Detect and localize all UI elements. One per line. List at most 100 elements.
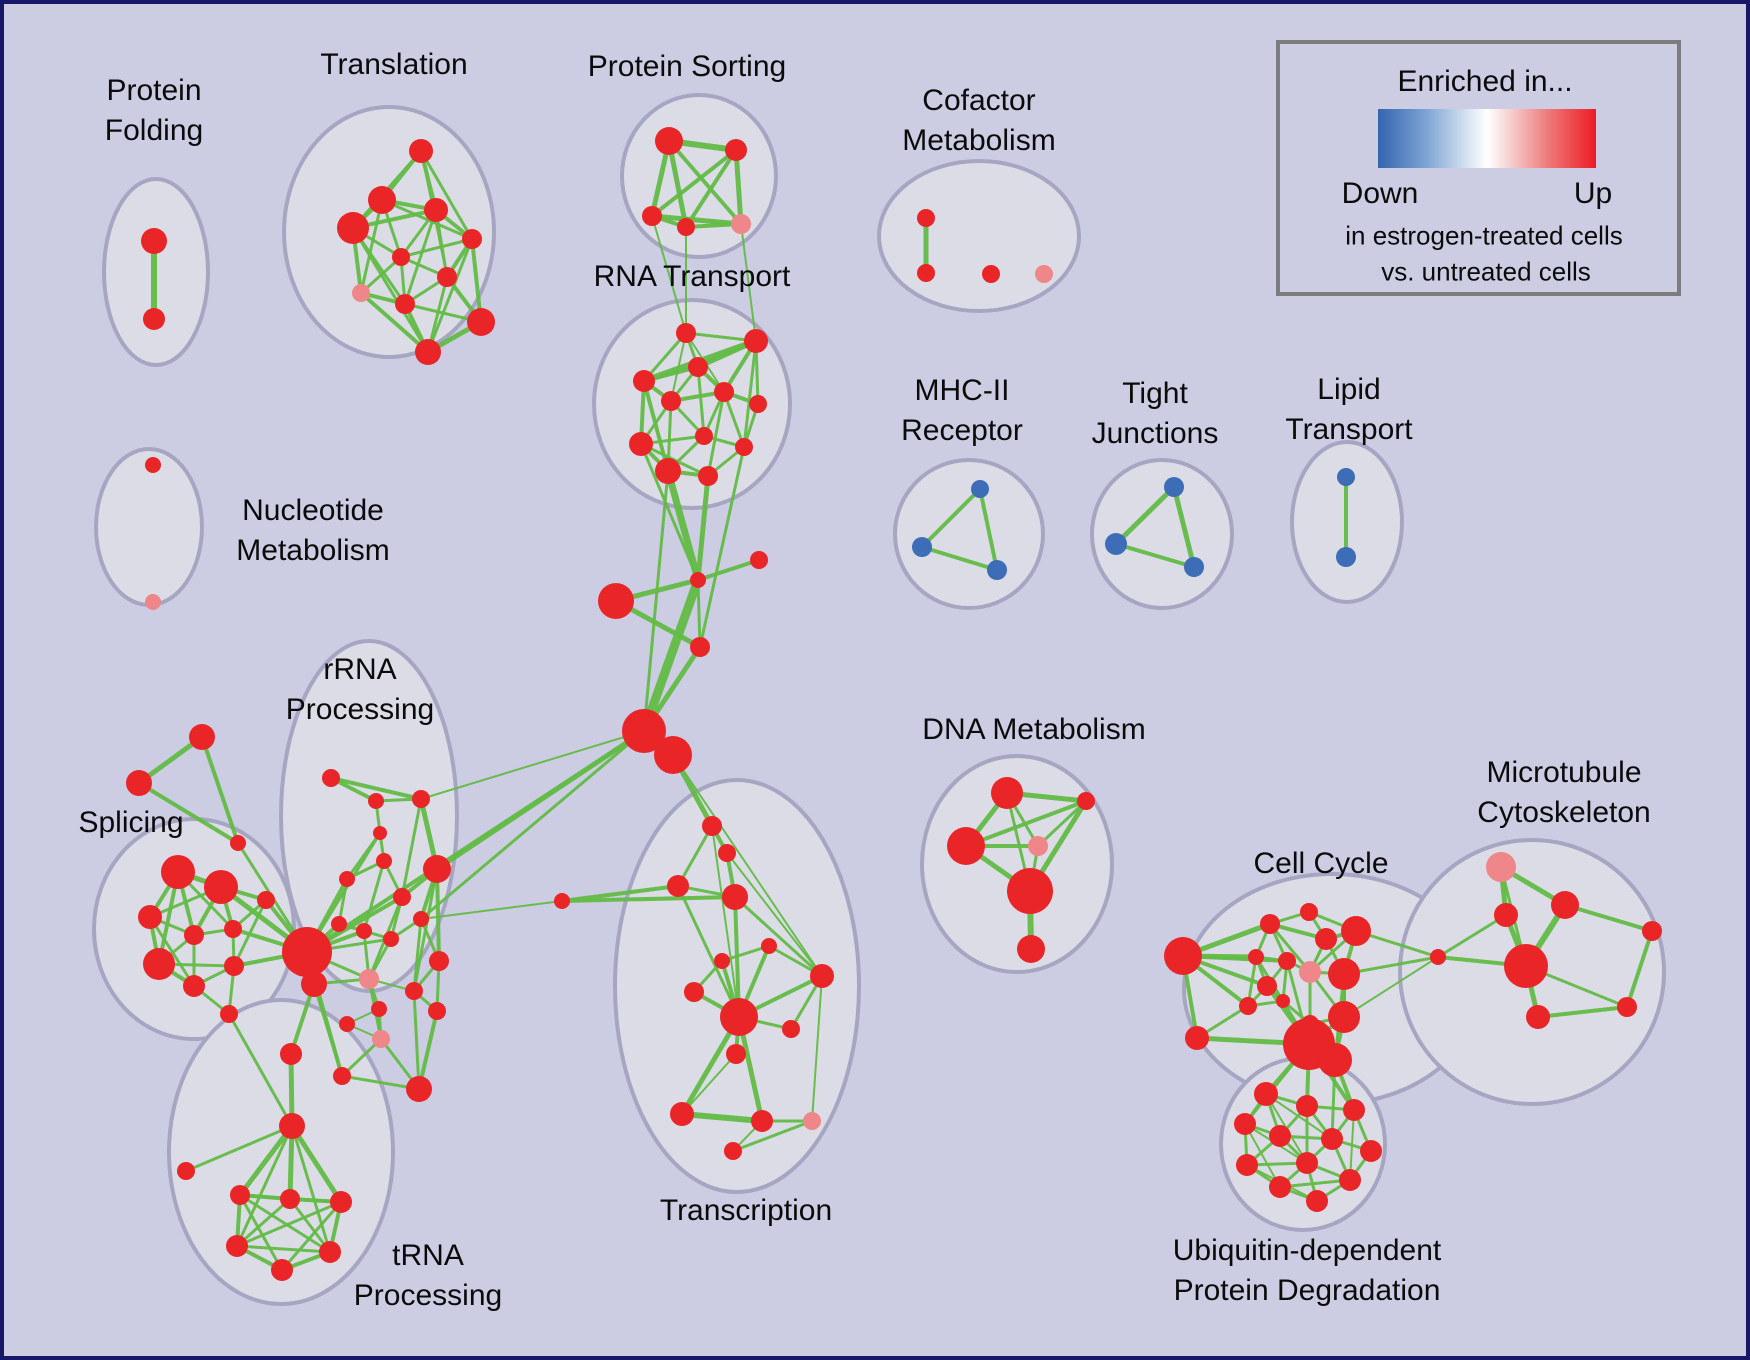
node-rrna-19 (333, 1067, 351, 1085)
legend-title: Enriched in... (1397, 65, 1573, 98)
node-translation-9 (467, 308, 495, 336)
cluster-label-tight: Tight (1122, 377, 1188, 410)
node-translation-8 (395, 294, 415, 314)
edge (1114, 542, 1196, 569)
edge (726, 852, 823, 977)
legend: Enriched in... Down Up in estrogen-treat… (1276, 40, 1681, 296)
edge (136, 734, 205, 786)
legend-up-label: Up (1573, 177, 1613, 210)
node-cell_cycle-4 (1315, 928, 1337, 950)
node-splicing-7 (183, 975, 205, 997)
node-rrna-7 (423, 855, 451, 883)
node-rrna-10 (383, 931, 399, 947)
node-transcription-5 (761, 938, 777, 954)
node-ubiquitin-4 (1269, 1125, 1291, 1147)
node-microtubule-0 (1486, 852, 1516, 882)
node-connectors-1 (750, 551, 768, 569)
node-rrna-11 (413, 911, 429, 927)
node-trna-5 (226, 1235, 248, 1257)
node-translation-0 (409, 139, 433, 163)
edge (664, 467, 702, 584)
node-ubiquitin-10 (1339, 1169, 1361, 1191)
node-splicing-1 (204, 870, 238, 904)
node-splicing-4 (224, 920, 242, 938)
edge (1349, 1109, 1355, 1181)
node-splicing-2 (138, 905, 162, 929)
node-rna_transport-11 (698, 466, 718, 486)
node-dna-4 (1007, 868, 1053, 914)
node-lipid-0 (1337, 468, 1355, 486)
node-dna-3 (1028, 836, 1048, 856)
legend-gradient-bar (1378, 109, 1596, 168)
node-rrna-13 (359, 969, 379, 989)
node-cofactor-0 (917, 209, 935, 227)
node-rrna-9 (356, 923, 372, 939)
edge (698, 445, 746, 649)
node-connectors-2 (598, 583, 634, 619)
node-mhc-1 (912, 537, 932, 557)
cluster-label-nucleotide: Nucleotide (242, 494, 384, 527)
edge (731, 1119, 814, 1153)
edge (1625, 929, 1654, 1009)
edge (419, 729, 646, 921)
cluster-label-rna_transport: RNA Transport (594, 260, 791, 293)
node-cell_cycle-7 (1278, 952, 1296, 970)
node-protein_sorting-3 (677, 218, 695, 236)
node-connectors-7 (280, 1043, 302, 1065)
node-dna-2 (947, 827, 985, 865)
edge (1436, 913, 1508, 959)
edge (435, 867, 441, 963)
node-cell_cycle-0 (1164, 937, 1202, 975)
node-rna_transport-3 (633, 370, 655, 392)
edge (340, 1074, 421, 1091)
node-trna-7 (271, 1259, 293, 1281)
node-rrna-0 (322, 769, 340, 787)
edge (237, 1123, 295, 1198)
edge (148, 915, 196, 988)
node-translation-6 (437, 267, 457, 287)
edge (666, 138, 689, 230)
enrichment-map: Protein Folding Nucleotide Metabolism Transl… (78, 48, 1666, 1312)
node-splicing-0 (161, 855, 195, 889)
edge (1343, 956, 1439, 1018)
node-ubiquitin-0 (1254, 1082, 1278, 1106)
cluster-ellipse-mhc (893, 458, 1045, 610)
node-transcription-11 (670, 1102, 694, 1126)
node-splicing_triangle-1 (126, 770, 152, 796)
node-ubiquitin-7 (1236, 1154, 1258, 1176)
edge (137, 781, 240, 845)
cluster-ellipse-cofactor (877, 159, 1081, 313)
node-rna_transport-8 (629, 432, 653, 456)
cluster-label-microtubule: Microtubule (1486, 756, 1641, 789)
edge (1563, 903, 1654, 933)
edge (695, 473, 711, 583)
edge (200, 735, 240, 845)
node-rna_transport-0 (676, 323, 696, 343)
legend-caption-line2: vs. untreated cells (1381, 256, 1591, 287)
edge (400, 797, 423, 899)
cluster-label-mhc: Receptor (901, 414, 1023, 447)
node-cell_cycle-14 (1328, 1001, 1360, 1033)
edge (684, 148, 738, 229)
node-rrna-16 (428, 1002, 446, 1020)
node-translation-2 (337, 212, 369, 244)
node-trna-4 (330, 1191, 352, 1213)
cluster-label-protein_folding: Protein (106, 74, 201, 107)
edge (426, 237, 474, 354)
node-ubiquitin-3 (1234, 1113, 1256, 1135)
cluster-label-trna: Processing (354, 1279, 502, 1312)
node-transcription-3 (722, 884, 748, 910)
node-protein_sorting-4 (731, 214, 751, 234)
cluster-ellipse-rrna (279, 639, 459, 993)
cluster-label-cofactor: Metabolism (902, 124, 1055, 157)
node-connectors-6 (554, 893, 570, 909)
edge (667, 139, 743, 226)
cluster-label-mhc: MHC-II (915, 374, 1010, 407)
node-ubiquitin-2 (1343, 1099, 1365, 1121)
edge (679, 1111, 765, 1124)
node-rrna-20 (406, 1076, 432, 1102)
node-transcription-9 (782, 1020, 800, 1038)
edge (639, 575, 703, 736)
node-lipid-1 (1336, 547, 1356, 567)
